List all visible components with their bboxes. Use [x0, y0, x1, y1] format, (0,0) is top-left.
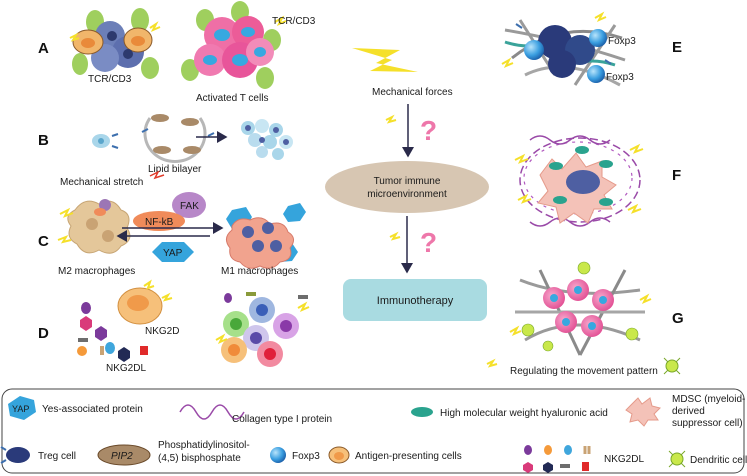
legend-collagen-icon: [179, 404, 245, 420]
legend-treg-text: Treg cell: [38, 451, 76, 462]
panel-d-nk-ligands: [77, 279, 173, 362]
legend-treg-icon: [0, 446, 30, 464]
stretch-zigzag: [149, 170, 165, 180]
activated-t-cells-label: Activated T cells: [196, 93, 268, 104]
question-mark-upper: ?: [420, 115, 437, 146]
panel-label-a: A: [38, 40, 49, 57]
legend-yap-text: Yes-associated protein: [42, 404, 143, 415]
tme-node: [325, 161, 489, 213]
panel-f-mdsc-collagen: [514, 135, 644, 227]
panel-label-f: F: [672, 167, 681, 184]
foxp3-label-bottom: Foxp3: [606, 72, 634, 83]
m2-macrophages-label: M2 macrophages: [58, 266, 135, 277]
mechanical-stretch-label: Mechanical stretch: [60, 177, 143, 188]
tcr-cd3-label-right: TCR/CD3: [272, 16, 316, 27]
legend-yap-badge: YAP: [12, 404, 29, 414]
legend-collagen-text: Collagen type I protein: [232, 414, 332, 425]
legend-pip2-icon: [97, 444, 151, 466]
legend-mdsc-line1: MDSC (myeloid-: [672, 394, 745, 405]
panel-label-e: E: [672, 39, 682, 56]
legend-mdsc-line2: derived: [672, 406, 705, 417]
legend-box: [1, 388, 745, 474]
legend-mdsc-line3: suppressor cell): [672, 418, 743, 429]
foxp3-label-top: Foxp3: [608, 36, 636, 47]
fak-label: FAK: [180, 201, 199, 212]
immunotherapy-label: Immunotherapy: [377, 295, 454, 307]
legend-nkg2dl-text: NKG2DL: [604, 454, 644, 465]
panel-label-d: D: [38, 325, 49, 342]
legend-foxp3-text: Foxp3: [292, 451, 320, 462]
panel-a-activated-tcells-cluster: [181, 1, 287, 89]
small-lightning: [385, 114, 397, 124]
legend-mdsc-icon: [625, 397, 661, 427]
m2-macrophages-cluster: [57, 199, 131, 254]
nkg2d-label: NKG2D: [145, 326, 179, 337]
panel-g-dendritic-collagen: [509, 261, 652, 356]
legend-dendritic-icon: [668, 450, 686, 468]
regulating-lightning: [486, 358, 498, 368]
tme-label-line2: microenvironment: [367, 189, 447, 200]
lipid-bilayer-label: Lipid bilayer: [148, 164, 202, 175]
legend-hyaluronic-icon: [411, 407, 433, 417]
panel-b-activated-cluster: [241, 119, 293, 160]
regulating-dendritic-icon: [663, 357, 681, 375]
legend-dendritic-text: Dendritic cell: [690, 455, 747, 466]
legend-nkg2dl-icons: [523, 445, 591, 473]
m1-macrophages-label: M1 macrophages: [221, 266, 298, 277]
legend-apc-icon: [328, 446, 350, 464]
fak-node: [172, 192, 206, 218]
tme-label-line1: Tumor immune: [374, 176, 441, 187]
nfkb-label: NF-kB: [145, 217, 174, 228]
panel-label-b: B: [38, 132, 49, 149]
yap-hexagon: [152, 242, 194, 262]
legend-pip2-line1: Phosphatidylinositol-: [158, 440, 250, 451]
question-mark-lower: ?: [420, 227, 437, 258]
panel-label-g: G: [672, 310, 684, 327]
panel-b-lipid-bilayer: [92, 114, 215, 163]
tcr-cd3-label-left: TCR/CD3: [88, 74, 132, 85]
panel-a-tcells-cluster-left: [69, 8, 161, 79]
panel-e-treg-collagen: [501, 11, 626, 87]
mechanical-forces-lightning: [352, 48, 418, 72]
small-lightning-2: [389, 231, 401, 241]
legend-apc-text: Antigen-presenting cells: [355, 451, 462, 462]
panel-d-nk-cluster: [215, 292, 310, 367]
mechanical-forces-label: Mechanical forces: [372, 87, 453, 98]
legend-pip2-line2: (4,5) bisphosphate: [158, 453, 241, 464]
legend-pip2-badge: PIP2: [111, 451, 133, 462]
legend-hyaluronic-text: High molecular weight hyaluronic acid: [440, 408, 608, 419]
panel-label-c: C: [38, 233, 49, 250]
legend-foxp3-icon: [270, 447, 286, 463]
nfkb-node: [133, 211, 185, 231]
yap-label: YAP: [163, 248, 183, 259]
immunotherapy-node: [343, 279, 487, 321]
legend-yap-hexagon: [8, 396, 36, 420]
regulating-label: Regulating the movement pattern: [510, 366, 658, 377]
nkg2dl-label: NKG2DL: [106, 363, 146, 374]
m1-macrophages-cluster: [226, 203, 306, 269]
